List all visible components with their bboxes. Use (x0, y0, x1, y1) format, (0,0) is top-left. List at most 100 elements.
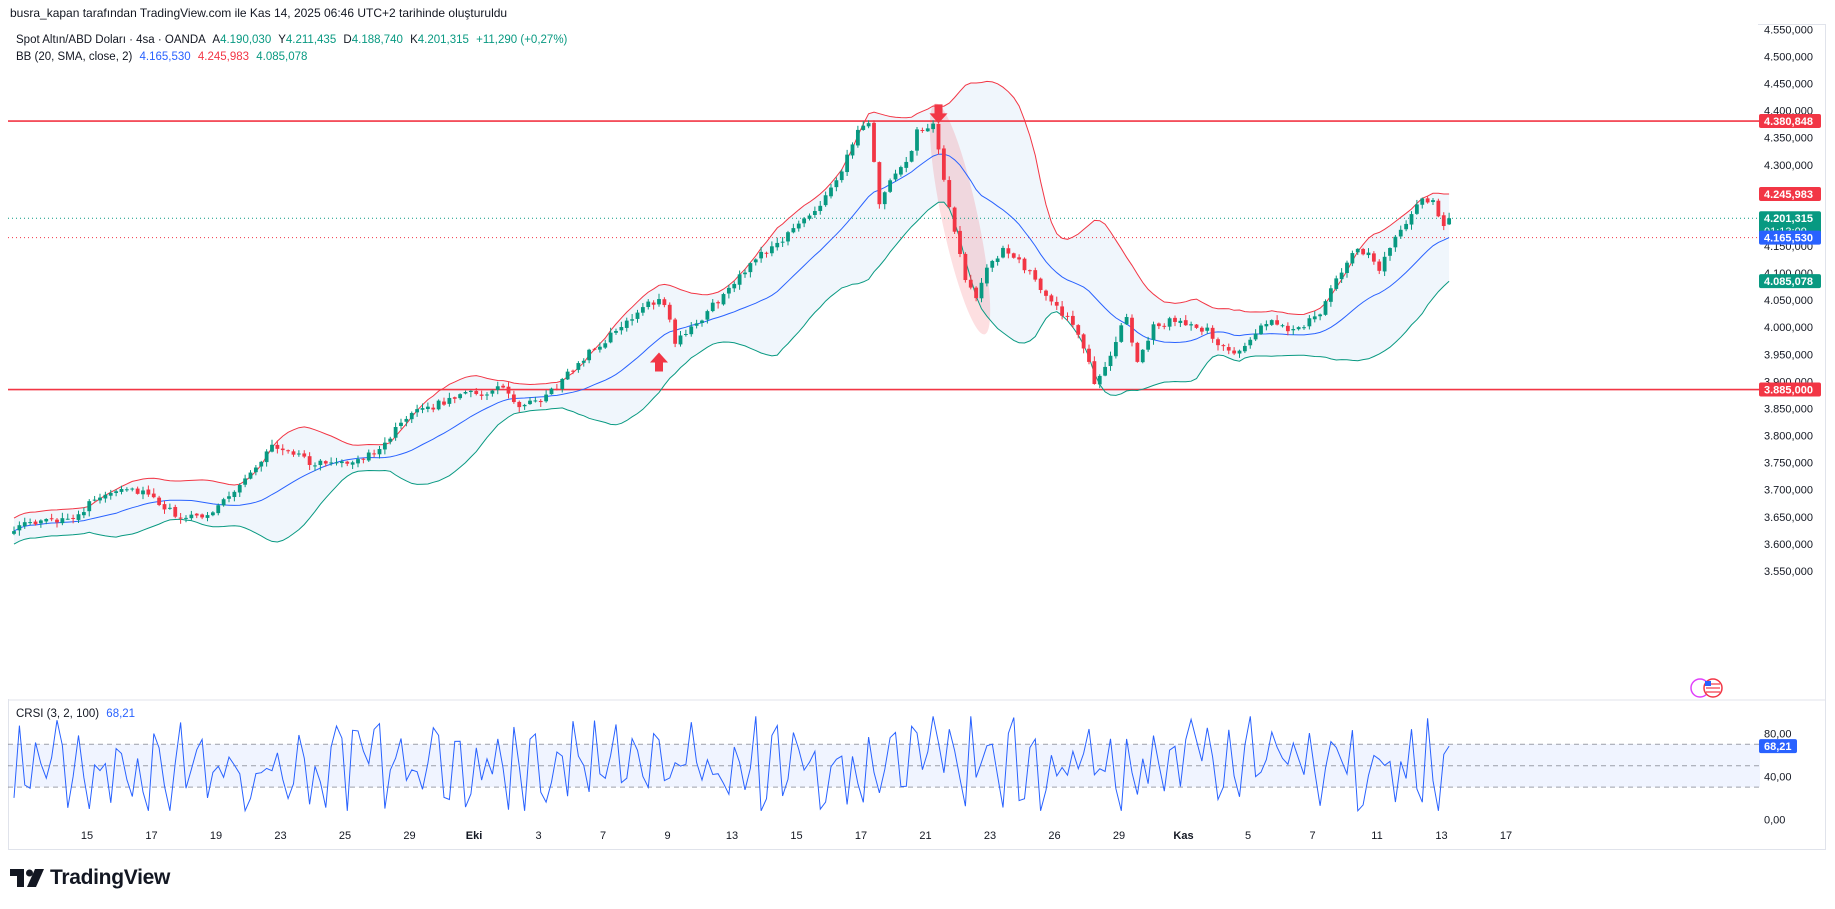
candle-body (587, 349, 592, 361)
candle-body (1366, 252, 1371, 256)
time-tick-label: 13 (726, 830, 738, 842)
candle-body (818, 205, 823, 212)
candle (270, 439, 274, 453)
candle (124, 487, 129, 492)
candle-body (1124, 317, 1129, 325)
time-tick-label: 17 (1500, 830, 1512, 842)
bb-legend[interactable]: BB (20, SMA, close, 2) 4.165,530 4.245,9… (16, 51, 311, 63)
candle-body (130, 488, 135, 490)
candle-body (619, 327, 624, 331)
candle (184, 515, 188, 523)
candle (227, 491, 231, 503)
candle (474, 387, 479, 396)
candle (425, 402, 430, 413)
tag-bb-upper-label: 4.245,983 (1764, 189, 1813, 201)
candle (533, 396, 538, 403)
candle (517, 400, 522, 413)
candle (1162, 323, 1167, 330)
candle-body (700, 320, 704, 323)
candle-body (1318, 314, 1323, 317)
candle (1441, 212, 1446, 231)
candle-body (1404, 223, 1409, 230)
candle-body (227, 496, 231, 499)
candle-body (592, 348, 597, 350)
candle (1076, 324, 1081, 339)
candle-body (1323, 301, 1328, 315)
candle (221, 497, 226, 507)
candle (775, 237, 780, 251)
candle-body (114, 491, 119, 493)
candle-body (694, 323, 699, 326)
candle (845, 149, 850, 176)
candle-body (415, 409, 420, 413)
candle-body (1049, 295, 1054, 302)
candle (92, 495, 97, 502)
tag-crsi-label: 68,21 (1764, 741, 1792, 753)
candle (49, 513, 54, 522)
candle-body (275, 444, 280, 449)
legend-symbol[interactable]: Spot Altın/ABD Doları · 4sa · OANDA (16, 34, 206, 46)
candle-body (1001, 247, 1005, 258)
candle-body (635, 312, 640, 319)
candle-body (1355, 248, 1360, 253)
time-tick-label: 5 (1245, 830, 1251, 842)
candle-body (1339, 272, 1344, 280)
candle-body (1312, 316, 1317, 320)
candle (323, 460, 328, 467)
candle (237, 483, 242, 498)
bollinger-bands (13, 80, 1450, 545)
candle (356, 455, 360, 468)
candle (103, 491, 108, 503)
candle (296, 450, 301, 457)
us-flag-icon[interactable] (1690, 678, 1723, 698)
price-tick-label: 4.300,000 (1764, 160, 1813, 172)
candle (866, 120, 871, 129)
candle-body (216, 505, 221, 514)
candle-body (845, 154, 850, 173)
candle-body (1377, 261, 1382, 271)
candle (98, 493, 102, 504)
time-tick-label: 23 (274, 830, 286, 842)
candle-body (1436, 200, 1441, 217)
candle (1140, 349, 1145, 364)
candle-body (1097, 375, 1102, 385)
candle (1049, 293, 1054, 306)
candle (657, 293, 661, 307)
candle-body (554, 388, 559, 390)
candle-body (1173, 317, 1177, 322)
candle-body (442, 401, 446, 405)
candle-body (1108, 355, 1113, 367)
candle (345, 460, 350, 467)
candle (522, 403, 527, 410)
candle-body (350, 462, 355, 465)
price-axis[interactable]: 3.550,000 3.600,000 3.650,000 3.700,000 3.75… (1764, 24, 1813, 578)
candle (812, 206, 817, 219)
candle (1070, 310, 1075, 328)
horizontal-levels[interactable] (8, 120, 1760, 391)
candle (753, 258, 758, 266)
candle-body (280, 448, 285, 451)
candle-body (1060, 306, 1065, 316)
candle-body (1033, 270, 1038, 280)
candle (361, 457, 366, 464)
time-tick-label: 23 (984, 830, 996, 842)
candle (1006, 244, 1011, 259)
candle (1242, 342, 1247, 354)
time-axis[interactable]: 15 17 19 23 25 29 Eki 3 7 9 13 15 17 21 23 26 29 Kas 5 7 11 1… (81, 830, 1512, 842)
candle (194, 513, 199, 519)
candle-body (1350, 253, 1355, 264)
candle (162, 500, 167, 514)
candle-body (979, 282, 984, 299)
crsi-legend[interactable]: CRSI (3, 2, 100) 68,21 (16, 708, 139, 720)
candle (108, 489, 113, 500)
candle (1210, 325, 1215, 343)
candle-body (151, 493, 156, 498)
candle (1044, 289, 1048, 301)
attribution-text: busra_kapan tarafından TradingView.com i… (10, 6, 508, 20)
candle (1151, 321, 1156, 345)
candle-body (329, 462, 334, 464)
candle-body (146, 489, 151, 495)
tradingview-logo[interactable]: TradingView (10, 866, 170, 890)
candle (1173, 315, 1177, 327)
